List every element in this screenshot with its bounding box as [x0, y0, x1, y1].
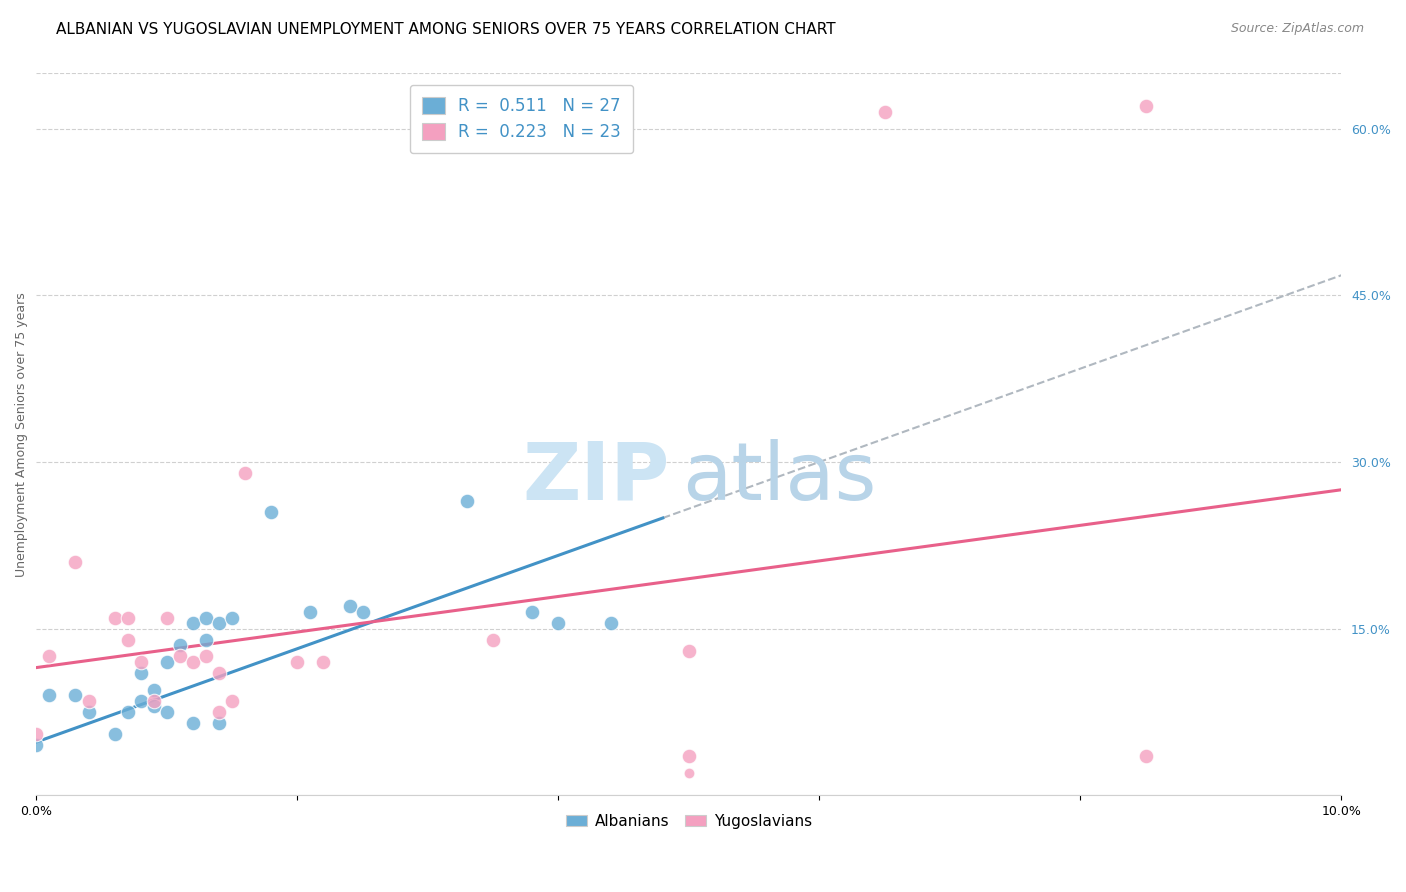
Point [260, 505, 283, 519]
Point [678, 749, 700, 764]
Text: ALBANIAN VS YUGOSLAVIAN UNEMPLOYMENT AMONG SENIORS OVER 75 YEARS CORRELATION CHA: ALBANIAN VS YUGOSLAVIAN UNEMPLOYMENT AMO… [56, 22, 835, 37]
Point [678, 644, 700, 658]
Point [169, 638, 191, 652]
Point [547, 616, 569, 631]
Point [117, 632, 139, 647]
Point [38, 649, 60, 664]
Point [208, 716, 231, 731]
Point [599, 616, 621, 631]
Point [195, 649, 218, 664]
Point [77, 694, 100, 708]
Point [169, 649, 191, 664]
Y-axis label: Unemployment Among Seniors over 75 years: Unemployment Among Seniors over 75 years [15, 292, 28, 576]
Point [221, 610, 243, 624]
Point [181, 616, 204, 631]
Point [873, 104, 896, 119]
Point [208, 705, 231, 719]
Point [129, 655, 152, 669]
Point [38, 689, 60, 703]
Point [181, 655, 204, 669]
Point [129, 666, 152, 681]
Point [156, 610, 179, 624]
Point [65, 689, 87, 703]
Point [352, 605, 374, 619]
Point [104, 610, 127, 624]
Text: Source: ZipAtlas.com: Source: ZipAtlas.com [1230, 22, 1364, 36]
Point [117, 610, 139, 624]
Point [1135, 749, 1157, 764]
Point [208, 616, 231, 631]
Point [195, 632, 218, 647]
Point [181, 716, 204, 731]
Point [25, 727, 48, 741]
Point [104, 727, 127, 741]
Point [25, 739, 48, 753]
Point [299, 605, 322, 619]
Point [456, 494, 478, 508]
Point [312, 655, 335, 669]
Point [208, 666, 231, 681]
Point [339, 599, 361, 614]
Text: ZIP: ZIP [522, 439, 669, 516]
Point [77, 705, 100, 719]
Point [482, 632, 505, 647]
Point [221, 694, 243, 708]
Point [195, 610, 218, 624]
Point [522, 605, 544, 619]
Text: atlas: atlas [682, 439, 877, 516]
Point [156, 655, 179, 669]
Point [142, 694, 165, 708]
Point [233, 466, 256, 480]
Point [117, 705, 139, 719]
Point [1135, 99, 1157, 113]
Legend: Albanians, Yugoslavians: Albanians, Yugoslavians [560, 807, 818, 835]
Point [142, 682, 165, 697]
Point [129, 694, 152, 708]
Point [142, 699, 165, 714]
Point [65, 555, 87, 569]
Point [285, 655, 308, 669]
Point [678, 766, 700, 780]
Point [156, 705, 179, 719]
